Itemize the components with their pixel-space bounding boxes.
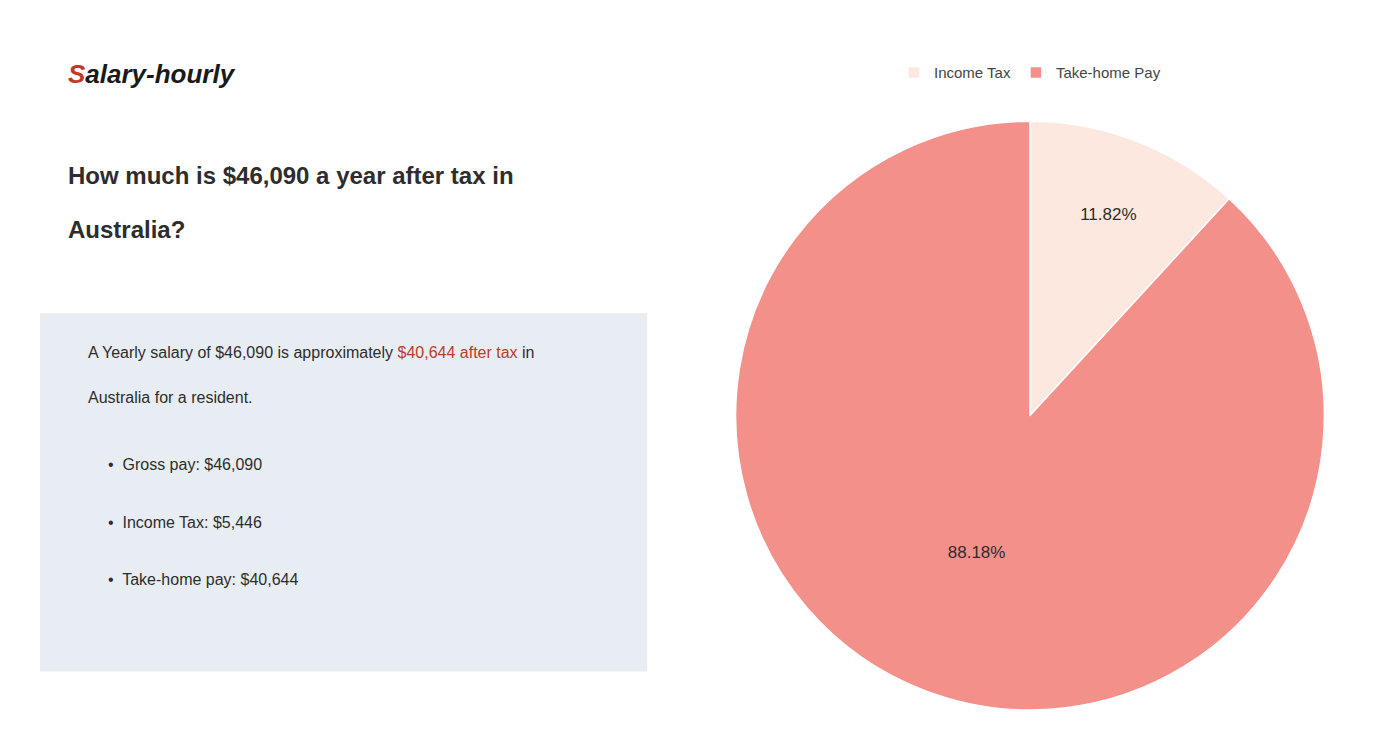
svg-text:• Gross pay: $46,090: • Gross pay: $46,090 [108,456,262,473]
svg-text:Take-home Pay: Take-home Pay [1056,64,1161,81]
svg-text:88.18%: 88.18% [948,543,1006,562]
svg-text:• Take-home pay: $40,644: • Take-home pay: $40,644 [108,571,298,588]
svg-text:Australia for a resident.: Australia for a resident. [88,389,253,406]
svg-text:11.82%: 11.82% [1080,205,1136,224]
svg-text:How much is $46,090 a year aft: How much is $46,090 a year after tax in [68,162,514,189]
svg-text:A Yearly salary of $46,090 is: A Yearly salary of $46,090 is approximat… [88,344,535,361]
svg-text:Income Tax: Income Tax [934,64,1011,81]
svg-text:Australia?: Australia? [68,216,185,243]
svg-text:• Income Tax: $5,446: • Income Tax: $5,446 [108,514,262,531]
svg-text:Salary-hourly: Salary-hourly [68,59,236,89]
